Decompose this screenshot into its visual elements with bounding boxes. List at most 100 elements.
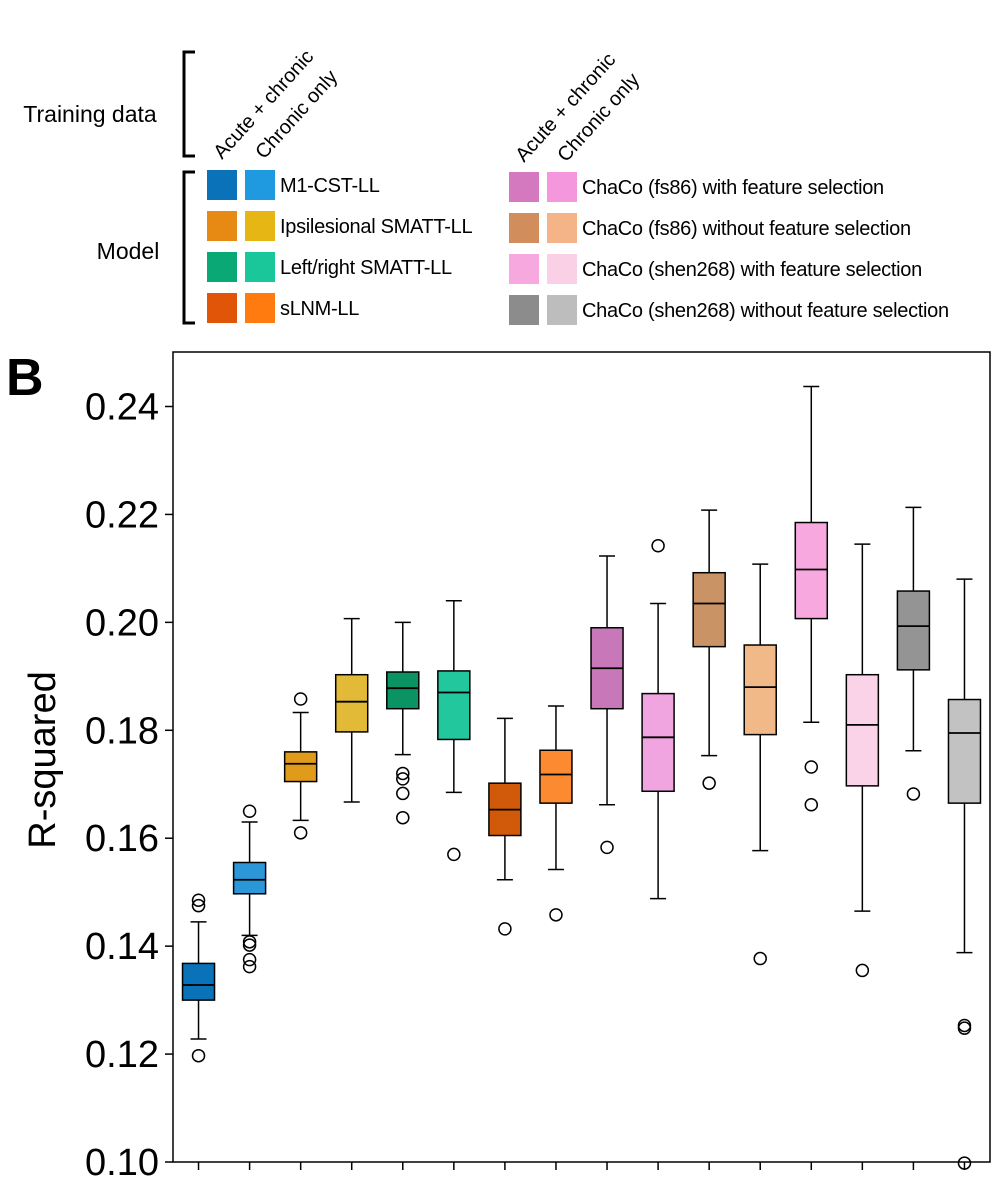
- legend-item: M1-CST-LL: [207, 170, 380, 200]
- box: [947, 578, 982, 1170]
- box-iqr: [845, 673, 880, 787]
- legend-swatch-acute: [509, 213, 539, 243]
- box: [437, 600, 471, 862]
- legend-swatch-chronic: [245, 293, 275, 323]
- y-tick-label: 0.20: [85, 602, 159, 644]
- outlier-point: [855, 963, 870, 978]
- box-iqr: [947, 698, 982, 804]
- outlier-point: [702, 776, 716, 790]
- box: [896, 506, 931, 801]
- legend: Training data Model Acute + chronic Chro…: [23, 46, 949, 325]
- box-iqr: [181, 962, 216, 1001]
- legend-swatch-acute: [509, 172, 539, 202]
- outlier-point: [957, 1021, 972, 1035]
- model-bracket: [182, 170, 195, 325]
- legend-left-column: M1-CST-LL Ipsilesional SMATT-LL Left/right…: [207, 170, 473, 323]
- legend-item-label: ChaCo (fs86) without feature selection: [582, 218, 911, 240]
- outlier-point: [191, 1048, 206, 1063]
- outlier-point: [242, 959, 257, 974]
- legend-item: ChaCo (fs86) without feature selection: [509, 213, 911, 243]
- box: [488, 717, 522, 936]
- outlier-point: [804, 798, 819, 812]
- y-axis-label: R-squared: [22, 671, 64, 848]
- legend-item-label: M1-CST-LL: [280, 175, 380, 197]
- box: [283, 692, 318, 840]
- outlier-point: [549, 908, 563, 922]
- box-iqr: [896, 590, 931, 671]
- legend-swatch-acute: [207, 252, 237, 282]
- training-data-label: Training data: [23, 101, 157, 127]
- box-iqr: [488, 782, 522, 837]
- legend-swatch-chronic: [547, 172, 577, 202]
- legend-item: sLNM-LL: [207, 293, 360, 323]
- plot-area: [181, 385, 982, 1170]
- outlier-point: [498, 922, 512, 936]
- legend-item-label: Left/right SMATT-LL: [280, 257, 452, 279]
- outlier-point: [242, 935, 257, 949]
- outlier-point: [957, 1018, 972, 1033]
- outlier-point: [242, 952, 257, 967]
- box: [590, 555, 624, 855]
- legend-item: ChaCo (fs86) with feature selection: [509, 172, 884, 202]
- legend-item: Ipsilesional SMATT-LL: [207, 211, 473, 241]
- box-iqr: [386, 671, 420, 710]
- box: [334, 617, 369, 803]
- y-tick-label: 0.14: [85, 926, 159, 968]
- legend-swatch-acute: [207, 170, 237, 200]
- legend-item-label: ChaCo (shen268) with feature selection: [582, 259, 922, 281]
- outlier-point: [600, 840, 614, 855]
- legend-swatch-acute: [207, 211, 237, 241]
- y-axis-ticks: 0.10 0.12 0.14 0.16 0.18 0.20 0.22 0.24: [85, 387, 173, 1184]
- x-axis-ticks: [197, 1162, 966, 1170]
- box: [743, 563, 777, 966]
- box-iqr: [743, 644, 777, 736]
- box: [845, 543, 880, 978]
- outlier-point: [396, 786, 410, 801]
- outlier-point: [242, 938, 257, 952]
- legend-swatch-chronic: [245, 211, 275, 241]
- y-tick-label: 0.18: [85, 710, 159, 752]
- outlier-point: [396, 772, 410, 786]
- legend-item-label: ChaCo (shen268) without feature selectio…: [582, 300, 949, 322]
- legend-swatch-chronic: [245, 252, 275, 282]
- box-iqr: [641, 692, 675, 793]
- panel-label: B: [6, 349, 44, 407]
- box-iqr: [590, 627, 624, 710]
- y-tick-label: 0.22: [85, 494, 159, 536]
- legend-swatch-acute: [509, 295, 539, 325]
- box: [641, 538, 675, 900]
- legend-swatch-chronic: [245, 170, 275, 200]
- outlier-point: [957, 1156, 972, 1170]
- box: [386, 621, 420, 825]
- legend-item-label: ChaCo (fs86) with feature selection: [582, 177, 884, 199]
- y-tick-label: 0.12: [85, 1034, 159, 1076]
- outlier-point: [396, 810, 410, 825]
- box-iqr: [283, 751, 318, 783]
- legend-item: ChaCo (shen268) without feature selectio…: [509, 295, 949, 325]
- y-tick-label: 0.10: [85, 1142, 159, 1184]
- box-iqr: [334, 673, 369, 733]
- box-iqr: [692, 571, 726, 648]
- outlier-point: [753, 951, 767, 966]
- outlier-point: [242, 804, 257, 818]
- legend-swatch-acute: [509, 254, 539, 284]
- legend-item: Left/right SMATT-LL: [207, 252, 452, 282]
- box-iqr: [232, 861, 267, 895]
- box: [794, 385, 829, 812]
- outlier-point: [293, 826, 308, 840]
- box: [692, 509, 726, 790]
- box: [232, 804, 267, 974]
- legend-swatch-chronic: [547, 295, 577, 325]
- outlier-point: [651, 538, 665, 553]
- outlier-point: [293, 692, 308, 706]
- model-label: Model: [97, 238, 160, 264]
- legend-right-column: ChaCo (fs86) with feature selection ChaCo…: [509, 172, 949, 325]
- box-iqr: [794, 521, 829, 620]
- legend-swatch-chronic: [547, 254, 577, 284]
- legend-item-label: Ipsilesional SMATT-LL: [280, 216, 472, 238]
- outlier-point: [906, 787, 921, 801]
- box: [181, 893, 216, 1063]
- outlier-point: [191, 898, 206, 913]
- outlier-point: [447, 847, 461, 862]
- legend-swatch-chronic: [547, 213, 577, 243]
